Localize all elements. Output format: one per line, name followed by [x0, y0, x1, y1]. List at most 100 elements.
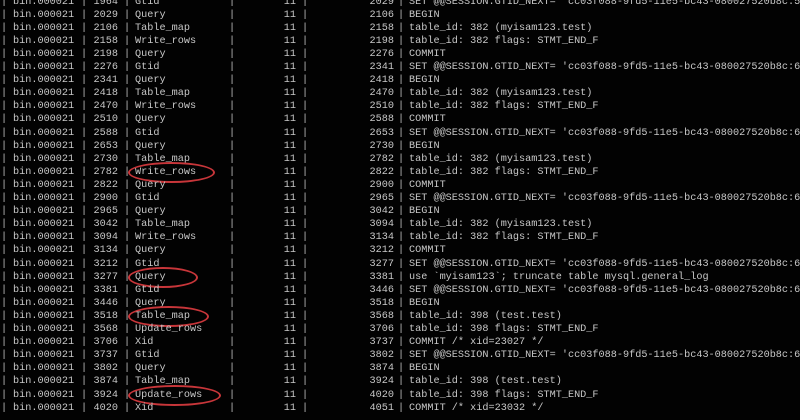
column-separator: |	[1, 166, 8, 178]
column-separator: |	[81, 271, 88, 283]
column-separator: |	[124, 62, 131, 73]
server-id-cell: 11	[283, 350, 296, 362]
binlog-event-row: | bin.000021 | 2198 | Query | 11 | 2276 | COMMIT	[0, 48, 800, 61]
server-id-cell: 11	[283, 245, 296, 257]
server-id-cell: 11	[283, 310, 296, 322]
column-separator: |	[229, 337, 236, 349]
pos-cell: 2341	[93, 75, 118, 87]
column-separator: |	[124, 22, 131, 34]
server-id-cell: 11	[283, 140, 296, 152]
end-log-pos-cell: 2588	[369, 114, 394, 126]
column-separator: |	[81, 324, 88, 335]
pos-cell: 2418	[93, 88, 118, 100]
column-separator: |	[124, 206, 131, 218]
column-separator: |	[124, 310, 131, 322]
info-cell: table_id: 398 flags: STMT_END_F	[409, 389, 599, 401]
end-log-pos-cell: 2900	[369, 179, 394, 191]
binlog-event-row: | bin.000021 | 2418 | Table_map | 11 | 2470 | table…	[0, 87, 800, 100]
column-separator: |	[229, 9, 236, 21]
pos-cell: 3874	[93, 376, 118, 388]
binlog-event-row: | bin.000021 | 3134 | Query | 11 | 3212 | COMMIT	[0, 244, 800, 257]
log-name-cell: bin.000021	[13, 153, 75, 165]
event-type-cell: Query	[135, 114, 166, 126]
column-separator: |	[229, 258, 236, 270]
server-id-cell: 11	[283, 22, 296, 34]
pos-cell: 1964	[93, 0, 118, 8]
column-separator: |	[124, 297, 131, 309]
pos-cell: 3518	[93, 310, 118, 322]
column-separator: |	[124, 271, 131, 283]
column-separator: |	[398, 193, 405, 204]
info-cell: table_id: 382 (myisam123.test)	[409, 219, 593, 231]
column-separator: |	[302, 297, 309, 309]
column-separator: |	[81, 35, 88, 47]
server-id-cell: 11	[283, 219, 296, 231]
event-type-cell: Query	[135, 297, 166, 309]
column-separator: |	[81, 389, 88, 401]
info-cell: SET @@SESSION.GTID_NEXT= 'cc03f088-9fd5-…	[409, 62, 800, 73]
info-cell: table_id: 398 (test.test)	[409, 310, 562, 322]
event-type-cell: Table_map	[135, 22, 191, 34]
binlog-event-row: | bin.000021 | 2822 | Query | 11 | 2900 | COMMIT	[0, 179, 800, 192]
binlog-event-row: | bin.000021 | 3212 | Gtid | 11 | 3277 | SET @@SESS…	[0, 258, 800, 271]
column-separator: |	[124, 324, 131, 335]
column-separator: |	[124, 193, 131, 204]
end-log-pos-cell: 3737	[369, 337, 394, 349]
log-name-cell: bin.000021	[13, 363, 75, 375]
column-separator: |	[124, 101, 131, 113]
log-name-cell: bin.000021	[13, 114, 75, 126]
pos-cell: 3924	[93, 389, 118, 401]
column-separator: |	[398, 88, 405, 100]
info-cell: BEGIN	[409, 297, 440, 309]
end-log-pos-cell: 2106	[369, 9, 394, 21]
info-cell: BEGIN	[409, 140, 440, 152]
event-type-cell: Query	[135, 48, 166, 60]
column-separator: |	[302, 284, 309, 296]
event-type-cell: Query	[135, 245, 166, 257]
event-type-cell: Table_map	[135, 153, 191, 165]
column-separator: |	[398, 48, 405, 60]
column-separator: |	[302, 62, 309, 73]
column-separator: |	[398, 114, 405, 126]
column-separator: |	[1, 402, 8, 414]
binlog-event-row: | bin.000021 | 4020 | Xid | 11 | 4051 | COMMIT /* x…	[0, 402, 800, 415]
column-separator: |	[124, 88, 131, 100]
column-separator: |	[398, 62, 405, 73]
column-separator: |	[124, 245, 131, 257]
event-type-cell: Gtid	[135, 127, 160, 139]
log-name-cell: bin.000021	[13, 310, 75, 322]
column-separator: |	[398, 245, 405, 257]
column-separator: |	[398, 140, 405, 152]
binlog-event-row: | bin.000021 | 3568 | Update_rows | 11 | 3706 | tab…	[0, 323, 800, 336]
log-name-cell: bin.000021	[13, 297, 75, 309]
end-log-pos-cell: 3042	[369, 206, 394, 218]
info-cell: table_id: 382 (myisam123.test)	[409, 153, 593, 165]
pos-cell: 2198	[93, 48, 118, 60]
info-cell: COMMIT	[409, 114, 446, 126]
column-separator: |	[124, 402, 131, 414]
log-name-cell: bin.000021	[13, 62, 75, 73]
end-log-pos-cell: 2822	[369, 166, 394, 178]
event-type-cell: Gtid	[135, 62, 160, 73]
event-type-cell: Update_rows	[135, 324, 203, 335]
column-separator: |	[398, 258, 405, 270]
column-separator: |	[81, 284, 88, 296]
info-cell: SET @@SESSION.GTID_NEXT= 'cc03f088-9fd5-…	[409, 193, 800, 204]
event-type-cell: Xid	[135, 402, 154, 414]
column-separator: |	[1, 310, 8, 322]
pos-cell: 2158	[93, 35, 118, 47]
server-id-cell: 11	[283, 297, 296, 309]
end-log-pos-cell: 2653	[369, 127, 394, 139]
column-separator: |	[398, 75, 405, 87]
column-separator: |	[398, 376, 405, 388]
column-separator: |	[81, 62, 88, 73]
column-separator: |	[398, 9, 405, 21]
column-separator: |	[1, 324, 8, 335]
binlog-event-row: | bin.000021 | 3042 | Table_map | 11 | 3094 | table…	[0, 218, 800, 231]
column-separator: |	[302, 75, 309, 87]
event-type-cell: Gtid	[135, 258, 160, 270]
column-separator: |	[1, 193, 8, 204]
server-id-cell: 11	[283, 363, 296, 375]
column-separator: |	[398, 324, 405, 335]
binlog-event-row: | bin.000021 | 2470 | Write_rows | 11 | 2510 | tabl…	[0, 100, 800, 113]
